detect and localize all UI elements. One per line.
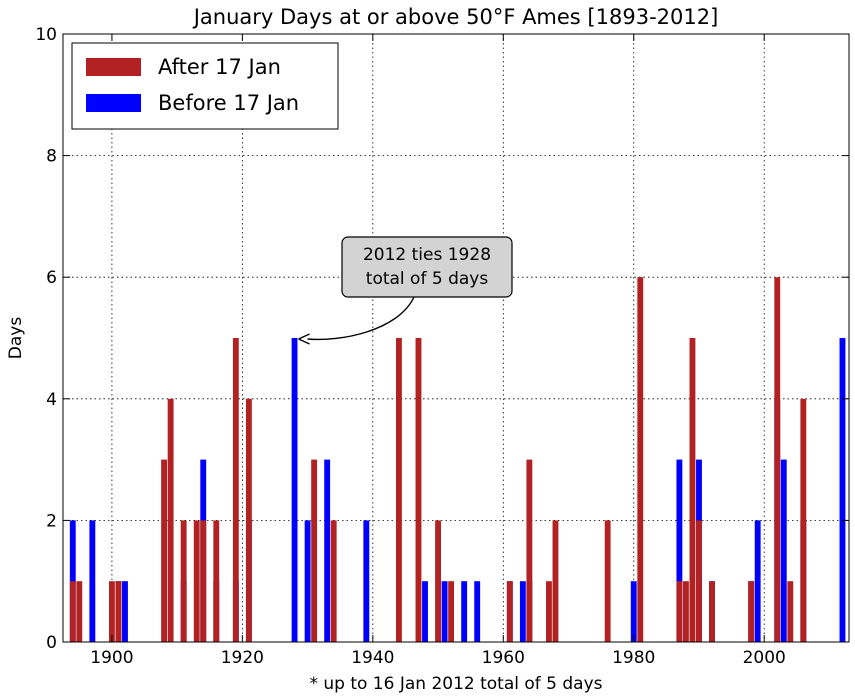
- bar-after-17-jan-1934: [330, 520, 337, 642]
- annotation-text: 2012 ties 1928: [363, 245, 491, 265]
- x-tick-label: 2000: [743, 648, 786, 668]
- bar-before-17-jan-1956: [474, 581, 481, 642]
- y-tick-label: 2: [46, 511, 57, 531]
- bar-before-17-jan-1933: [324, 459, 331, 642]
- y-tick-label: 6: [46, 268, 57, 288]
- bar-before-17-jan-1902: [122, 581, 128, 642]
- bar-before-17-jan-1951: [441, 581, 448, 642]
- bar-before-17-jan-1939: [363, 520, 370, 642]
- bar-after-17-jan-1895: [76, 581, 83, 642]
- bar-after-17-jan-1914: [200, 520, 207, 642]
- bar-after-17-jan-1919: [232, 338, 239, 642]
- bar-before-17-jan-1954: [461, 581, 468, 642]
- bar-before-17-jan-2003: [780, 459, 787, 642]
- bar-after-17-jan-1998: [748, 581, 755, 642]
- bar-after-17-jan-1901: [115, 581, 122, 642]
- bar-before-17-jan-1928: [291, 338, 298, 642]
- y-tick-label: 10: [35, 25, 57, 45]
- y-axis-label: Days: [6, 317, 26, 360]
- bar-after-17-jan-1961: [506, 581, 513, 642]
- annotation-arrow: [307, 296, 415, 341]
- annotation-box: [341, 236, 513, 298]
- bar-after-17-jan-1947: [415, 338, 422, 642]
- bar-after-17-jan-2002: [774, 277, 781, 642]
- bar-after-17-jan-1921: [245, 398, 252, 642]
- bar-before-17-jan-1999: [754, 520, 761, 642]
- annotation-text: total of 5 days: [366, 269, 489, 289]
- legend-swatch: [86, 94, 141, 112]
- bar-after-17-jan-1908: [161, 459, 168, 642]
- bar-after-17-jan-1944: [395, 338, 402, 642]
- legend-label: Before 17 Jan: [158, 91, 299, 115]
- bar-before-17-jan-1963: [519, 581, 526, 642]
- bar-after-17-jan-1989: [689, 338, 696, 642]
- bar-after-17-jan-1913: [193, 520, 200, 642]
- bar-after-17-jan-1909: [167, 398, 174, 642]
- bar-after-17-jan-1987: [676, 581, 683, 642]
- bar-after-17-jan-1894: [69, 581, 76, 642]
- bar-after-17-jan-1981: [637, 277, 644, 642]
- bar-after-17-jan-1931: [311, 459, 318, 642]
- legend-box: [71, 42, 339, 130]
- bar-after-17-jan-1964: [526, 459, 533, 642]
- legend: After 17 Jan Before 17 Jan: [71, 42, 339, 130]
- ticks: 1900 1920 1940 1960 1980 2000 0 2 4 6 8 10: [35, 25, 849, 668]
- bar-before-17-jan-1948: [422, 581, 428, 642]
- chart-title: January Days at or above 50°F Ames [1893…: [192, 5, 719, 29]
- bar-after-17-jan-1992: [709, 581, 715, 642]
- bar-before-17-jan-1980: [630, 581, 637, 642]
- legend-label: After 17 Jan: [158, 55, 281, 79]
- bar-after-17-jan-2004: [787, 581, 794, 642]
- x-tick-label: 1920: [221, 648, 264, 668]
- plot-frame: [62, 33, 850, 643]
- bar-after-17-jan-1976: [604, 520, 611, 642]
- bar-after-17-jan-1967: [546, 581, 552, 642]
- bar-after-17-jan-1968: [552, 520, 559, 642]
- annotation-arrowhead: [298, 333, 310, 345]
- bar-after-17-jan-1916: [213, 520, 220, 642]
- bar-after-17-jan-1911: [180, 520, 187, 642]
- bar-after-17-jan-1900: [108, 581, 115, 642]
- y-tick-label: 8: [46, 147, 57, 167]
- bar-before-17-jan-1897: [89, 520, 96, 642]
- bar-after-17-jan-1950: [435, 520, 441, 642]
- bar-before-17-jan-1987: [676, 459, 683, 642]
- x-tick-label: 1940: [351, 648, 394, 668]
- bar-before-17-jan-1930: [304, 520, 311, 642]
- y-tick-label: 0: [46, 633, 57, 653]
- bar-after-17-jan-2006: [800, 398, 807, 642]
- annotation: 2012 ties 1928 total of 5 days: [298, 236, 513, 345]
- legend-swatch: [86, 58, 141, 76]
- bar-after-17-jan-1990: [696, 520, 702, 642]
- bar-after-17-jan-1988: [682, 581, 689, 642]
- x-axis-label: * up to 16 Jan 2012 total of 5 days: [309, 674, 602, 694]
- x-tick-label: 1900: [90, 648, 133, 668]
- x-tick-label: 1980: [612, 648, 655, 668]
- bar-before-17-jan-2012: [839, 338, 846, 642]
- bars: [69, 277, 846, 642]
- bar-after-17-jan-1952: [448, 581, 455, 642]
- y-tick-label: 4: [46, 390, 57, 410]
- x-tick-label: 1960: [482, 648, 525, 668]
